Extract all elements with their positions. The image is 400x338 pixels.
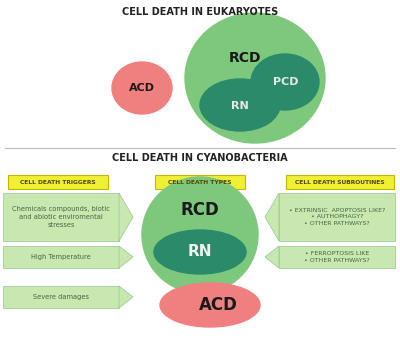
FancyBboxPatch shape bbox=[286, 175, 394, 189]
Text: RN: RN bbox=[188, 244, 212, 260]
Text: ACD: ACD bbox=[198, 296, 238, 314]
Text: ACD: ACD bbox=[129, 83, 155, 93]
Text: • EXTRINSIC  APOPTOSIS LIKE?
• AUTHOPHAGY?
• OTHER PATHWAYS?: • EXTRINSIC APOPTOSIS LIKE? • AUTHOPHAGY… bbox=[289, 208, 385, 226]
Text: RN: RN bbox=[231, 101, 249, 111]
Text: PCD: PCD bbox=[273, 77, 299, 87]
Ellipse shape bbox=[200, 79, 280, 131]
Polygon shape bbox=[265, 246, 279, 268]
Ellipse shape bbox=[154, 230, 246, 274]
Ellipse shape bbox=[142, 177, 258, 293]
Ellipse shape bbox=[251, 54, 319, 110]
FancyBboxPatch shape bbox=[3, 246, 119, 268]
Text: CELL DEATH TYPES: CELL DEATH TYPES bbox=[168, 179, 232, 185]
Text: Chemicals compounds, biotic
and abiotic enviromental
stresses: Chemicals compounds, biotic and abiotic … bbox=[12, 206, 110, 228]
Polygon shape bbox=[265, 193, 279, 241]
Ellipse shape bbox=[185, 13, 325, 143]
FancyBboxPatch shape bbox=[279, 193, 395, 241]
Polygon shape bbox=[119, 286, 133, 308]
Polygon shape bbox=[119, 246, 133, 268]
Text: • FERROPTOSIS LIKE
• OTHER PATHWAYS?: • FERROPTOSIS LIKE • OTHER PATHWAYS? bbox=[304, 251, 370, 263]
Text: High Temperature: High Temperature bbox=[31, 254, 91, 260]
Text: CELL DEATH IN CYANOBACTERIA: CELL DEATH IN CYANOBACTERIA bbox=[112, 153, 288, 163]
Text: CELL DEATH IN EUKARYOTES: CELL DEATH IN EUKARYOTES bbox=[122, 7, 278, 17]
Text: Severe damages: Severe damages bbox=[33, 294, 89, 300]
FancyBboxPatch shape bbox=[8, 175, 108, 189]
FancyBboxPatch shape bbox=[279, 246, 395, 268]
Ellipse shape bbox=[160, 283, 260, 327]
Polygon shape bbox=[119, 193, 133, 241]
Ellipse shape bbox=[112, 62, 172, 114]
FancyBboxPatch shape bbox=[3, 286, 119, 308]
Text: RCD: RCD bbox=[229, 51, 261, 65]
FancyBboxPatch shape bbox=[3, 193, 119, 241]
FancyBboxPatch shape bbox=[155, 175, 245, 189]
Text: CELL DEATH TRIGGERS: CELL DEATH TRIGGERS bbox=[20, 179, 96, 185]
Text: CELL DEATH SUBROUTINES: CELL DEATH SUBROUTINES bbox=[295, 179, 385, 185]
Text: RCD: RCD bbox=[181, 201, 219, 219]
